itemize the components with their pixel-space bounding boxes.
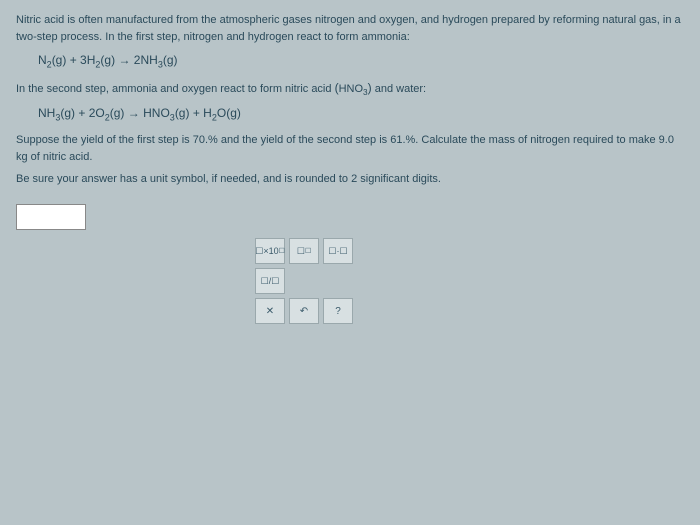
suppose-text: Suppose the yield of the first step is 7… <box>16 132 684 165</box>
step2-line: In the second step, ammonia and oxygen r… <box>16 79 684 100</box>
tool-superscript[interactable]: ☐☐ <box>289 238 319 264</box>
equation-1: N2(g) + 3H2(g) → 2NH3(g) <box>38 53 684 69</box>
tool-help[interactable]: ? <box>323 298 353 324</box>
answer-input[interactable] <box>16 204 86 230</box>
intro-text: Nitric acid is often manufactured from t… <box>16 12 684 45</box>
tool-dot[interactable]: ☐·☐ <box>323 238 353 264</box>
tool-clear[interactable]: ✕ <box>255 298 285 324</box>
tool-fraction[interactable]: ☐/☐ <box>255 268 285 294</box>
symbol-toolbox: ☐×10☐ ☐☐ ☐·☐ ☐/☐ ✕ ↶ ? <box>255 238 353 324</box>
equation-2: NH3(g) + 2O2(g) → HNO3(g) + H2O(g) <box>38 106 684 122</box>
tool-undo[interactable]: ↶ <box>289 298 319 324</box>
step2-text-b: and water: <box>375 83 426 95</box>
tool-sci-notation[interactable]: ☐×10☐ <box>255 238 285 264</box>
step2-text-a: In the second step, ammonia and oxygen r… <box>16 83 335 95</box>
besure-text: Be sure your answer has a unit symbol, i… <box>16 171 684 188</box>
eq1-n: N <box>38 53 47 67</box>
